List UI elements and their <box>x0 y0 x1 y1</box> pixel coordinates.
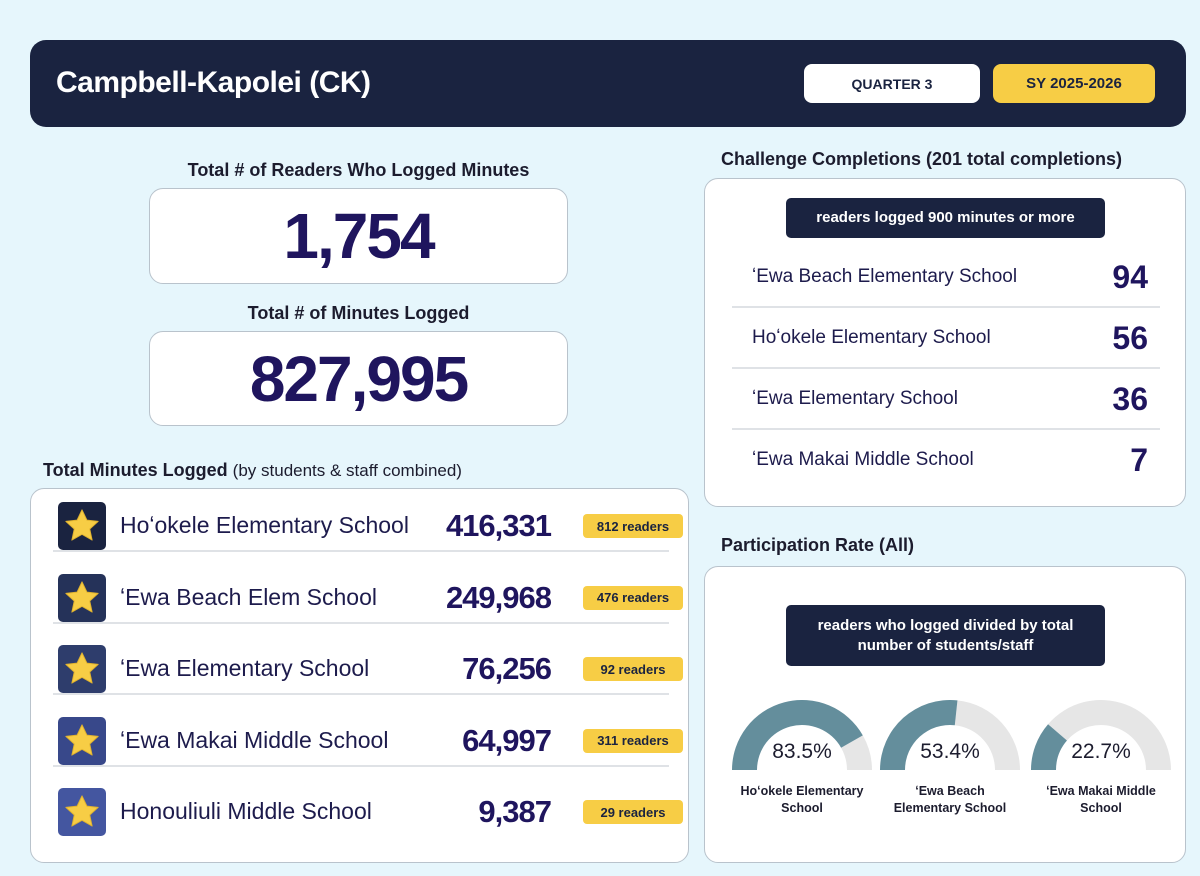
minutes-section-title-text: Total Minutes Logged <box>43 460 228 480</box>
participation-label-line2: number of students/staff <box>857 636 1034 654</box>
challenge-count: 7 <box>1130 442 1148 478</box>
school-name: ʻEwa Elementary School <box>120 655 370 681</box>
challenge-count: 36 <box>1112 381 1148 417</box>
table-row: ʻEwa Elementary School 76,256 92 readers <box>53 624 683 695</box>
table-row: ʻEwa Makai Middle School 64,997 311 reader… <box>53 696 683 767</box>
participation-label-line1: readers who logged divided by total <box>817 616 1074 634</box>
school-year-button[interactable]: SY 2025-2026 <box>993 64 1155 103</box>
list-item: Hoʻokele Elementary School 56 <box>732 308 1160 369</box>
gauge-arc <box>1031 700 1171 770</box>
challenge-school-name: ʻEwa Makai Middle School <box>752 449 974 470</box>
gauge-name-line1: ʻEwa Beach <box>915 784 985 798</box>
gauge-name-line1: ʻEwa Makai Middle <box>1046 784 1156 798</box>
star-icon-box <box>58 788 106 836</box>
gauge-track <box>1048 700 1171 770</box>
participation-gauge: 53.4% ʻEwa Beach Elementary School <box>880 700 1020 815</box>
school-name: ʻEwa Beach Elem School <box>120 583 377 610</box>
star-icon-box <box>58 573 106 622</box>
gauge-fill <box>732 700 863 770</box>
list-item: ʻEwa Makai Middle School 7 <box>732 430 1160 491</box>
list-item: ʻEwa Beach Elementary School 94 <box>732 247 1160 308</box>
gauge-value: 83.5% <box>772 740 832 763</box>
school-minutes: 64,997 <box>462 722 552 758</box>
minutes-section-subtitle: (by students & staff combined) <box>232 461 462 480</box>
gauge-track <box>841 735 872 770</box>
challenge-school-name: ʻEwa Beach Elementary School <box>752 266 1018 287</box>
header-bar: Campbell-Kapolei (CK) QUARTER 3 SY 2025-… <box>30 40 1186 127</box>
school-name: Hoʻokele Elementary School <box>120 512 409 538</box>
gauge-value: 22.7% <box>1071 740 1131 763</box>
gauge-name-line2: School <box>1080 801 1122 815</box>
readers-badge: 29 readers <box>583 800 683 824</box>
readers-badge: 812 readers <box>583 514 683 538</box>
minutes-total-label: Total # of Minutes Logged <box>247 303 470 323</box>
gauge-track <box>954 700 1020 770</box>
challenge-school-name: ʻEwa Elementary School <box>752 388 958 409</box>
challenge-label: readers logged 900 minutes or more <box>786 198 1105 238</box>
participation-gauge: 83.5% Hoʻokele Elementary School <box>732 700 872 815</box>
list-item: ʻEwa Elementary School 36 <box>732 369 1160 430</box>
challenge-card: readers logged 900 minutes or more ʻEwa … <box>704 178 1186 507</box>
gauge-name-line2: School <box>781 801 823 815</box>
readers-badge: 476 readers <box>583 585 683 610</box>
gauge-value: 53.4% <box>920 740 980 763</box>
star-icon <box>65 723 99 756</box>
gauge-name-line2: Elementary School <box>893 801 1007 815</box>
school-minutes: 416,331 <box>445 508 552 543</box>
gauge-school-name: ʻEwa Makai Middle School <box>1016 783 1186 817</box>
table-row: ʻEwa Beach Elem School 249,968 476 readers <box>53 553 683 624</box>
challenge-count: 94 <box>1112 259 1148 295</box>
challenge-title: Challenge Completions (201 total complet… <box>721 149 1123 169</box>
school-minutes: 76,256 <box>462 651 552 686</box>
school-name: ʻEwa Makai Middle School <box>120 726 389 753</box>
participation-card: readers who logged divided by total numb… <box>704 566 1186 863</box>
school-minutes: 9,387 <box>478 794 552 829</box>
participation-label: readers who logged divided by total numb… <box>786 605 1105 666</box>
gauge-name-line1: Hoʻokele Elementary <box>740 784 864 798</box>
challenge-count: 56 <box>1112 320 1148 356</box>
star-icon-box <box>58 502 106 550</box>
readers-total-label: Total # of Readers Who Logged Minutes <box>187 160 530 180</box>
minutes-section-title: Total Minutes Logged (by students & staf… <box>43 460 462 481</box>
readers-badge: 92 readers <box>583 657 683 681</box>
gauge-school-name: Hoʻokele Elementary School <box>717 783 887 817</box>
star-icon <box>65 652 99 684</box>
quarter-button[interactable]: QUARTER 3 <box>804 64 980 103</box>
school-name: Honouliuli Middle School <box>120 798 372 824</box>
table-row: Hoʻokele Elementary School 416,331 812 rea… <box>53 481 683 552</box>
minutes-card: Hoʻokele Elementary School 416,331 812 rea… <box>30 488 689 863</box>
gauge-fill <box>880 700 958 770</box>
page-title: Campbell-Kapolei (CK) <box>56 66 371 99</box>
table-row: Honouliuli Middle School 9,387 29 readers <box>53 767 683 838</box>
star-icon-box <box>58 645 106 693</box>
gauge-school-name: ʻEwa Beach Elementary School <box>865 783 1035 817</box>
challenge-school-name: Hoʻokele Elementary School <box>752 327 991 348</box>
readers-badge: 311 readers <box>583 728 683 753</box>
gauge-arc <box>732 700 872 770</box>
gauge-fill <box>1031 724 1067 770</box>
star-icon <box>65 509 99 541</box>
school-minutes: 249,968 <box>445 579 552 615</box>
star-icon <box>65 795 99 827</box>
participation-gauge: 22.7% ʻEwa Makai Middle School <box>1031 700 1171 815</box>
participation-title: Participation Rate (All) <box>721 535 915 555</box>
readers-total-value: 1,754 <box>149 188 568 284</box>
gauge-arc <box>880 700 1020 770</box>
star-icon <box>65 580 99 613</box>
star-icon-box <box>58 716 106 765</box>
minutes-total-value: 827,995 <box>149 331 568 426</box>
